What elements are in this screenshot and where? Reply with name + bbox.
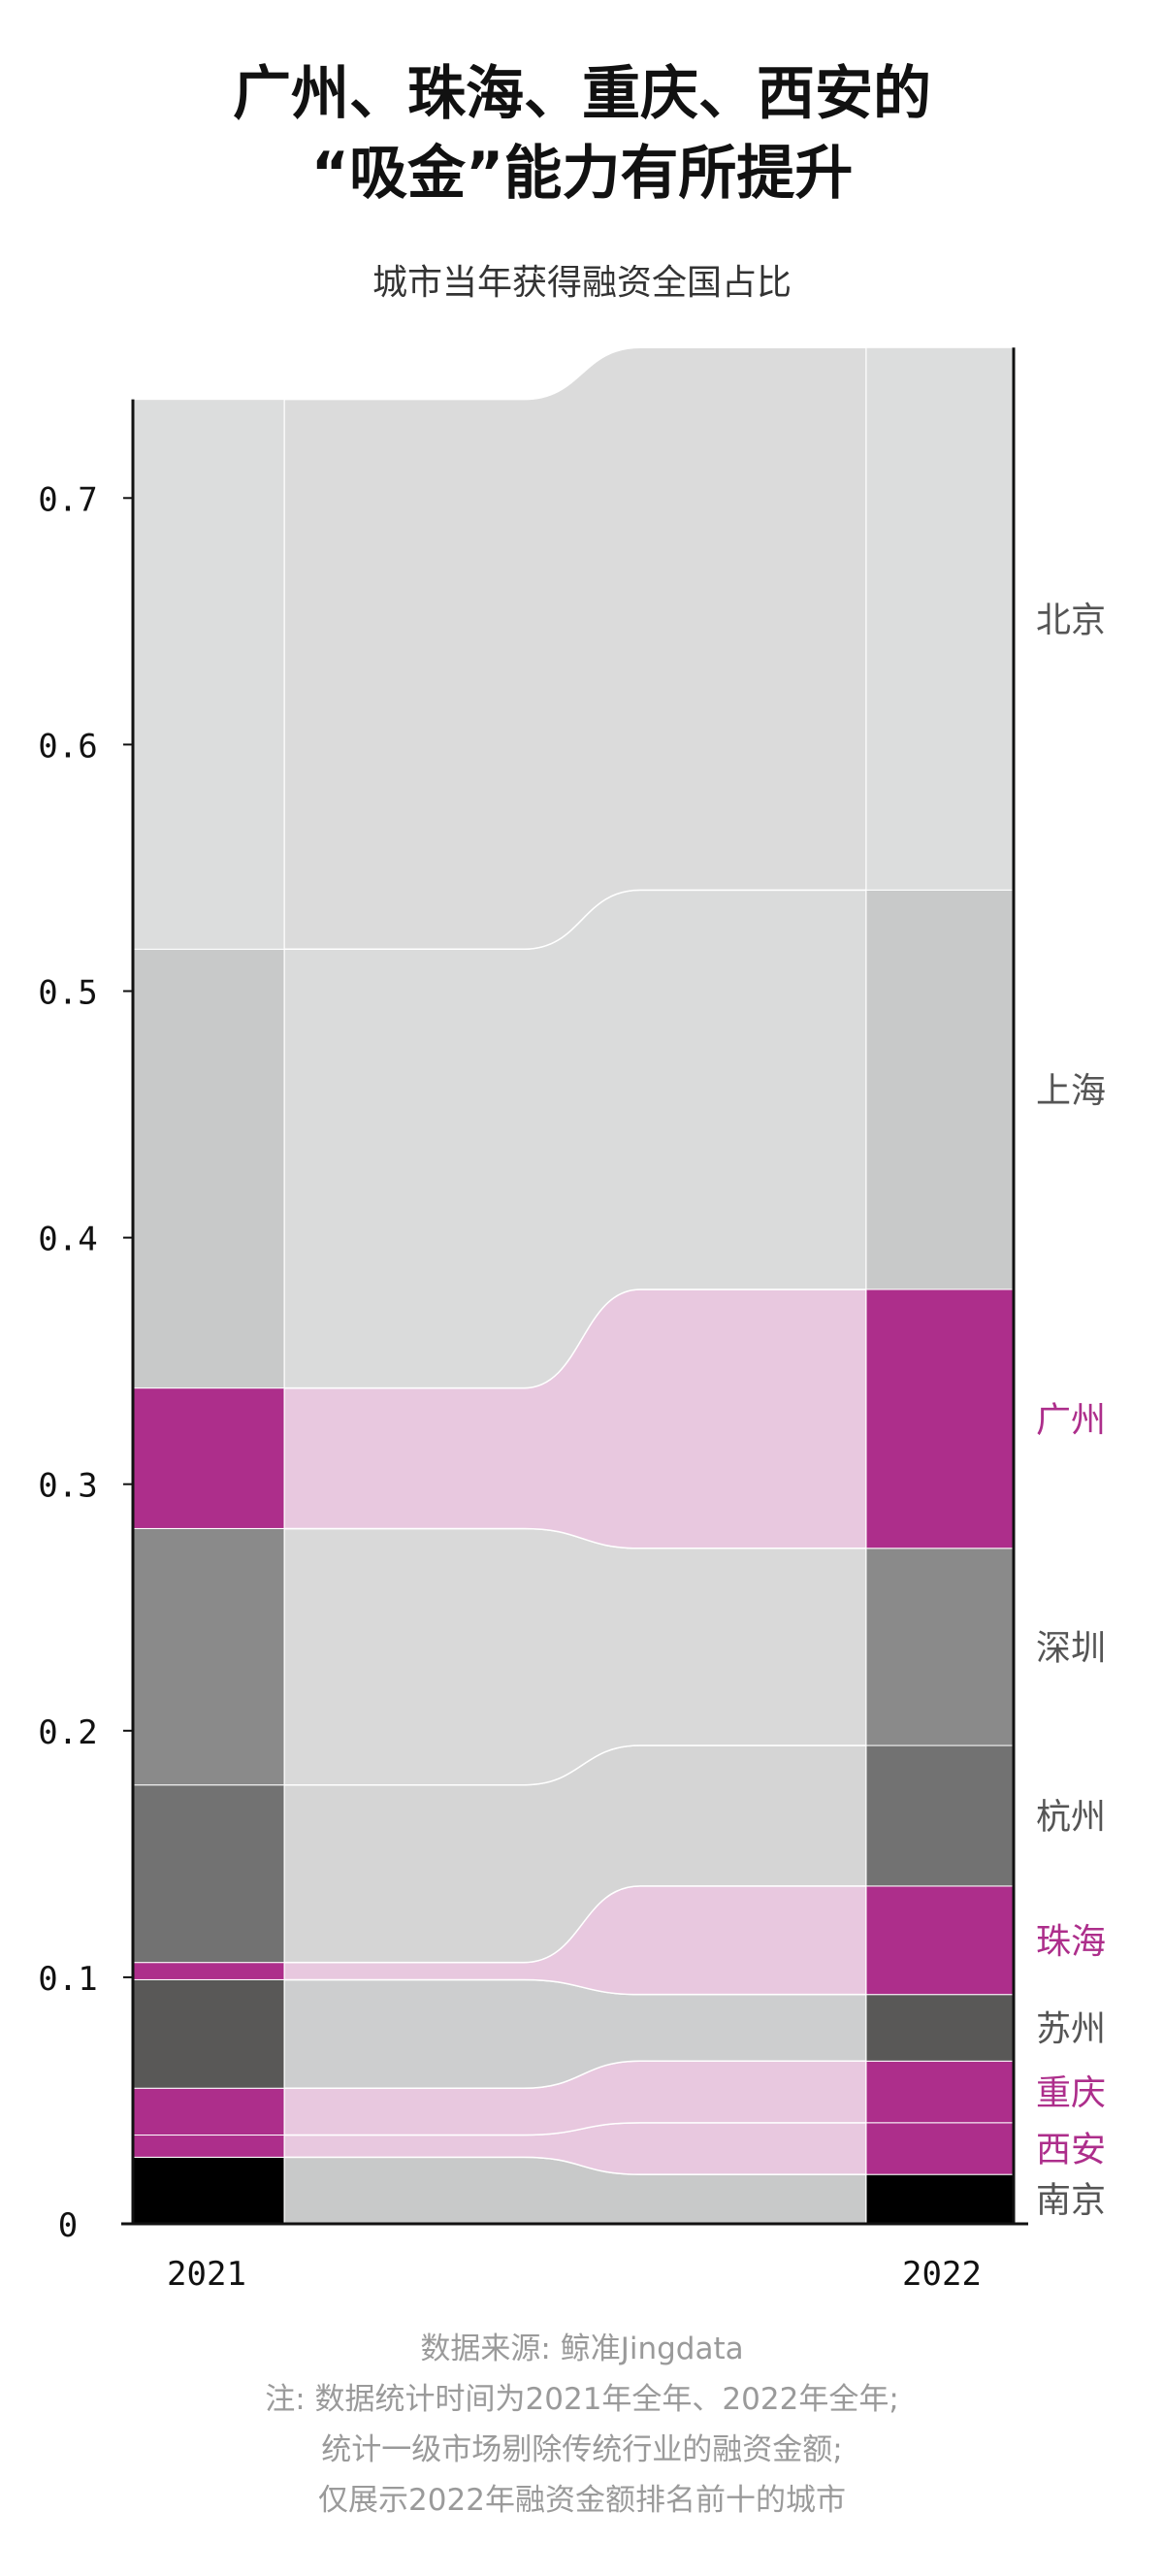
series-label-杭州: 杭州 — [1036, 1797, 1106, 1837]
series-label-北京: 北京 — [1036, 601, 1106, 640]
y-tick-label-0.7: 0.7 — [38, 480, 97, 519]
series-label-重庆: 重庆 — [1036, 2073, 1106, 2113]
bar-2022-西安 — [865, 2122, 1015, 2175]
bar-2021-重庆 — [132, 2087, 285, 2136]
series-label-广州: 广州 — [1036, 1400, 1106, 1440]
footer-note-3: 仅展示2022年融资金额排名前十的城市 — [318, 2483, 846, 2518]
chart-subtitle: 城市当年获得融资全国占比 — [372, 263, 792, 303]
footer-notes: 数据来源: 鲸准Jingdata 注: 数据统计时间为2021年全年、2022年… — [0, 2324, 1164, 2526]
bar-2021-上海 — [132, 948, 285, 1389]
x-tick-label-2021: 2021 — [167, 2255, 246, 2294]
bar-2022-苏州 — [865, 1994, 1015, 2062]
bar-2022-重庆 — [865, 2060, 1015, 2124]
bar-2021-广州 — [132, 1387, 285, 1529]
bar-2021-苏州 — [132, 1978, 285, 2089]
bar-2021-西安 — [132, 2135, 285, 2158]
bar-2022-北京 — [865, 346, 1015, 891]
bar-2021-杭州 — [132, 1784, 285, 1964]
series-label-南京: 南京 — [1036, 2181, 1106, 2221]
y-tick-label-0.3: 0.3 — [38, 1467, 97, 1506]
footer-source: 数据来源: 鲸准Jingdata — [420, 2331, 744, 2366]
y-tick-label-0.6: 0.6 — [38, 727, 97, 766]
bar-2022-杭州 — [865, 1745, 1015, 1887]
bar-2021-深圳 — [132, 1527, 285, 1786]
series-label-珠海: 珠海 — [1036, 1922, 1106, 1962]
y-tick-label-0: 0 — [58, 2206, 78, 2245]
series-label-西安: 西安 — [1036, 2130, 1106, 2169]
bar-2022-上海 — [865, 889, 1015, 1290]
series-label-深圳: 深圳 — [1036, 1628, 1106, 1668]
flow-北京 — [283, 346, 867, 951]
bar-2022-南京 — [865, 2173, 1015, 2225]
y-tick-label-0.2: 0.2 — [38, 1713, 97, 1752]
x-tick-label-2022: 2022 — [902, 2255, 982, 2294]
bar-2022-深圳 — [865, 1548, 1015, 1746]
y-tick-label-0.1: 0.1 — [38, 1960, 97, 1999]
bar-2021-北京 — [132, 399, 285, 950]
bar-2022-珠海 — [865, 1885, 1015, 1996]
footer-note-1: 注: 数据统计时间为2021年全年、2022年全年; — [265, 2382, 899, 2417]
y-tick-label-0.5: 0.5 — [38, 974, 97, 1013]
y-tick-label-0.4: 0.4 — [38, 1221, 97, 1259]
title-line-1: 广州、珠海、重庆、西安的 — [233, 60, 931, 128]
bar-2021-南京 — [132, 2156, 285, 2225]
series-label-上海: 上海 — [1036, 1071, 1106, 1111]
alluvial-chart: 0 0.1 0.2 0.3 0.4 0.5 0.6 0.7 2021 2022 南京 西安 重庆 苏州 珠海… — [38, 346, 1106, 2294]
bar-2021-珠海 — [132, 1962, 285, 1980]
footer-note-2: 统计一级市场剔除传统行业的融资金额; — [321, 2432, 843, 2467]
series-label-苏州: 苏州 — [1036, 2009, 1106, 2049]
chart-title: 广州、珠海、重庆、西安的 “吸金”能力有所提升 — [0, 54, 1164, 213]
title-line-2: “吸金”能力有所提升 — [310, 140, 854, 208]
bar-2022-广州 — [865, 1288, 1015, 1549]
